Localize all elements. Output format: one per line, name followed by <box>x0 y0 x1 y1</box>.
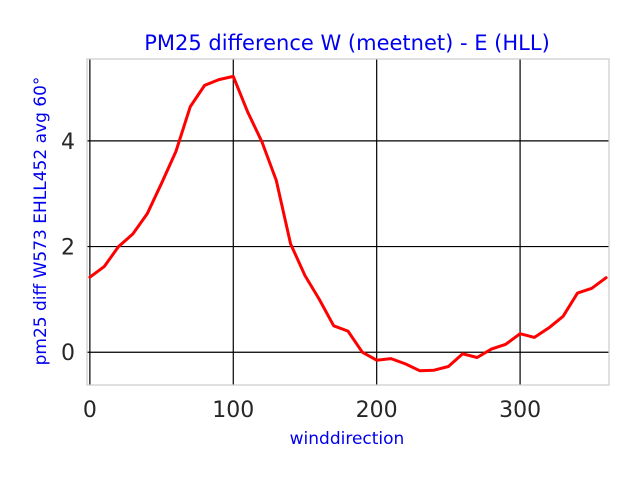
x-tick-label: 0 <box>83 398 97 423</box>
tick-labels: 0 100 200 300 0 2 4 <box>61 130 541 423</box>
y-axis-label: pm25 diff W573 EHLL452 avg 60° <box>31 77 51 366</box>
chart-title: PM25 difference W (meetnet) - E (HLL) <box>144 31 550 55</box>
grid <box>87 59 609 385</box>
series-layer <box>88 74 608 373</box>
y-tick-label: 0 <box>61 341 75 366</box>
y-tick-label: 2 <box>61 236 75 261</box>
y-tick-label: 4 <box>61 130 75 155</box>
series-line <box>88 74 608 373</box>
x-tick-label: 100 <box>212 398 254 423</box>
plot-frame <box>86 58 610 386</box>
x-tick-label: 200 <box>356 398 398 423</box>
x-axis-label: winddirection <box>290 429 405 449</box>
x-tick-label: 300 <box>499 398 541 423</box>
